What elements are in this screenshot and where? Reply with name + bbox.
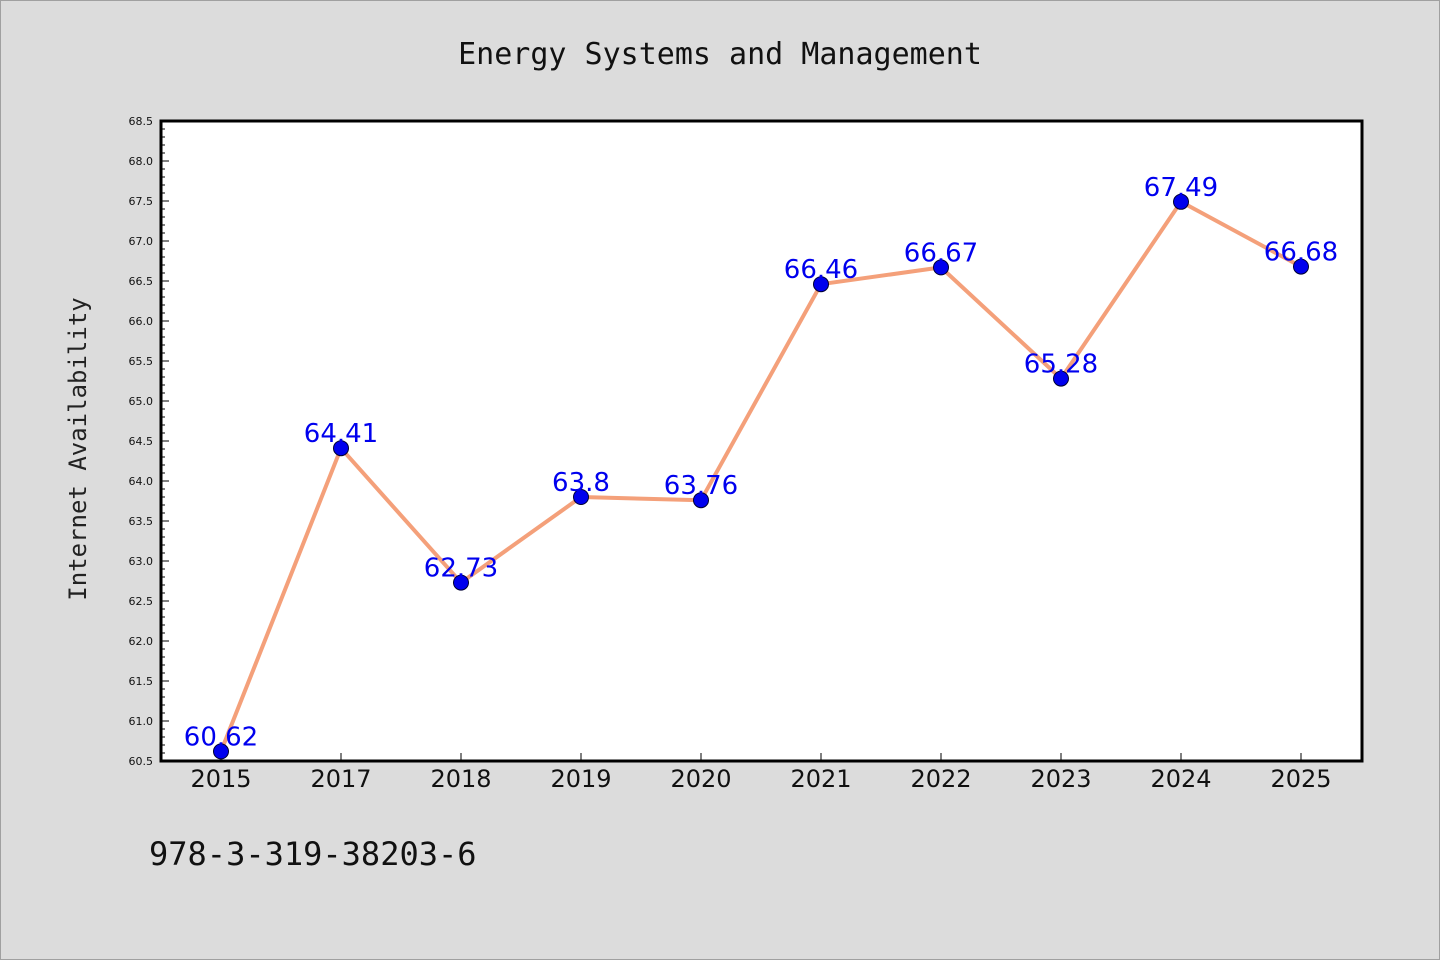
data-label: 65.28 (1024, 350, 1098, 380)
y-tick-label: 68.5 (129, 115, 154, 128)
y-axis: 60.5 61.0 61.5 62.0 62.5 63.0 63.5 64.0 64.5 65.0… (129, 115, 169, 768)
data-point (813, 276, 829, 293)
data-point (1293, 258, 1309, 275)
data-label: 64.41 (304, 419, 378, 449)
y-tick-label: 67.0 (129, 235, 154, 248)
y-tick-label: 65.5 (129, 355, 154, 368)
data-point (453, 574, 469, 591)
x-tick-label: 2023 (1030, 765, 1091, 793)
data-label: 63.76 (664, 471, 738, 501)
y-tick-label: 63.5 (129, 515, 154, 528)
isbn-text: 978-3-319-38203-6 (149, 835, 477, 873)
data-label: 67.49 (1144, 173, 1218, 203)
x-tick-label: 2019 (550, 765, 611, 793)
data-label: 66.67 (904, 238, 978, 268)
series-line-group (219, 199, 1303, 754)
data-point (693, 492, 709, 509)
x-tick-label: 2015 (190, 765, 251, 793)
chart-title: Energy Systems and Management (458, 37, 982, 72)
data-point (213, 743, 229, 760)
data-point (1173, 193, 1189, 210)
x-tick-label: 2020 (670, 765, 731, 793)
y-tick-label: 61.5 (129, 675, 154, 688)
data-label: 63.8 (552, 468, 610, 498)
plot-frame (159, 119, 1364, 763)
series-line (219, 199, 1303, 754)
y-tick-label: 67.5 (129, 195, 154, 208)
data-point (333, 440, 349, 457)
y-axis-label: Internet Availability (64, 297, 92, 600)
x-tick-label: 2021 (790, 765, 851, 793)
x-tick-label: 2018 (430, 765, 491, 793)
y-tick-label: 64.5 (129, 435, 154, 448)
x-tick-label: 2017 (310, 765, 371, 793)
x-axis: 2015 2017 2018 2019 2020 2021 2022 2023 2024 2025 (190, 753, 1332, 793)
y-tick-label: 62.5 (129, 595, 154, 608)
y-tick-label: 63.0 (129, 555, 154, 568)
data-label: 66.46 (784, 255, 858, 285)
y-tick-label: 64.0 (129, 475, 154, 488)
x-tick-label: 2024 (1150, 765, 1211, 793)
data-label: 60.62 (184, 722, 258, 752)
y-tick-label: 68.0 (129, 155, 154, 168)
x-tick-label: 2022 (910, 765, 971, 793)
y-tick-label: 62.0 (129, 635, 154, 648)
data-point (933, 259, 949, 276)
data-point (573, 489, 589, 505)
data-label: 62.73 (424, 554, 498, 584)
y-tick-label: 66.5 (129, 275, 154, 288)
data-point (1053, 370, 1069, 387)
series-markers (213, 193, 1309, 760)
data-labels: 60.62 64.41 62.73 63.8 63.76 66.46 66.67 65.28 6… (184, 173, 1338, 753)
y-tick-label: 61.0 (129, 715, 154, 728)
y-tick-label: 66.0 (129, 315, 154, 328)
data-label: 66.68 (1264, 238, 1338, 268)
y-tick-label: 60.5 (129, 755, 154, 768)
x-tick-label: 2025 (1270, 765, 1331, 793)
y-tick-label: 65.0 (129, 395, 154, 408)
